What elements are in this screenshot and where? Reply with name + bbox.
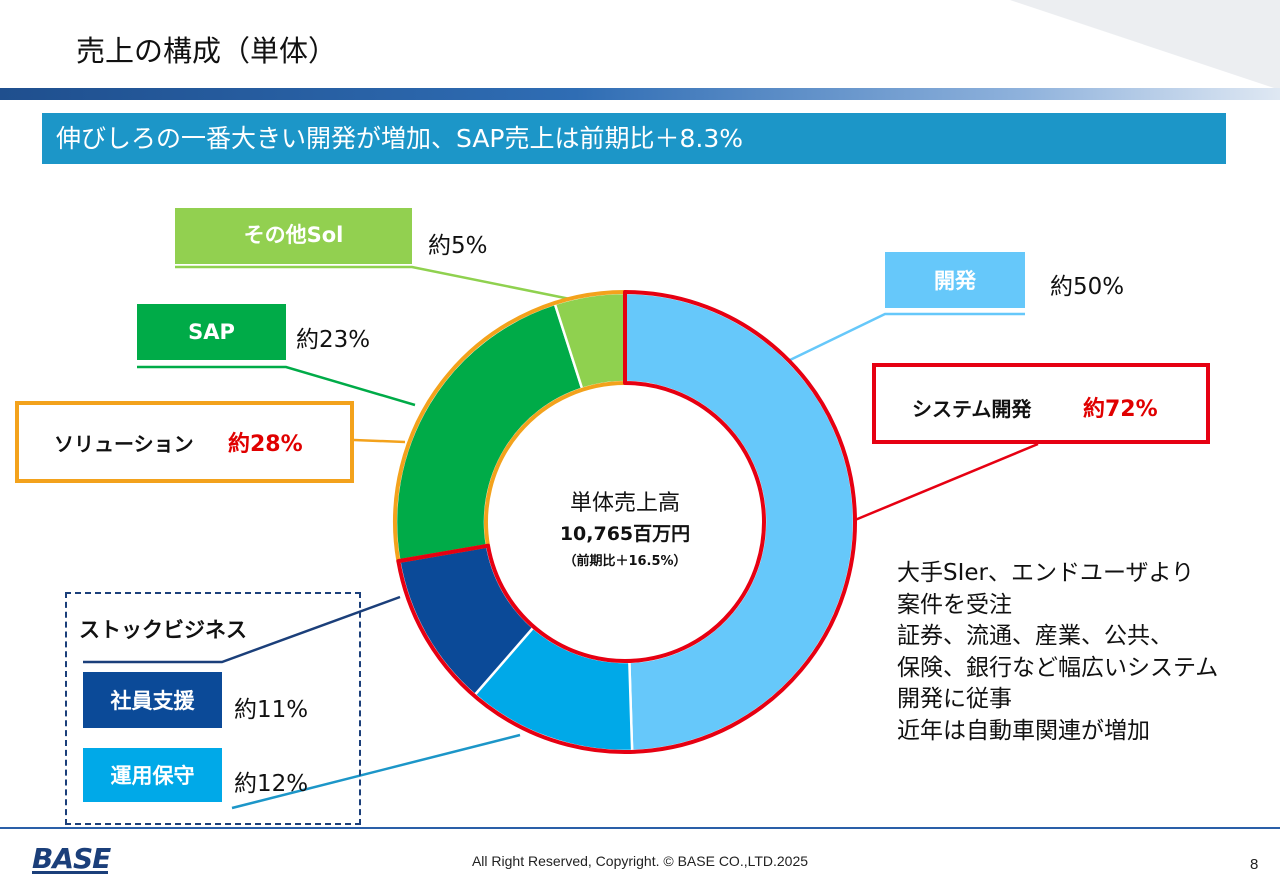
system-connector [854,442,1039,522]
system-group-outline [396,290,857,754]
unyo-hoshu-name: 運用保守 [110,764,195,788]
unyo-hoshu-connector [231,733,521,810]
kaihatsu-name: 開発 [934,269,976,293]
solution-group-outline [393,290,627,564]
center-growth: （前期比＋16.5%） [563,554,687,569]
center-label: 単体売上高 [569,491,680,516]
shain-shien-percent: 約11% [234,697,309,723]
footer-rule [0,827,1280,829]
system-group-percent: 約72% [1083,397,1158,422]
sonota-sol-connector [175,265,576,302]
description-line: 開発に従事 [897,686,1012,712]
sonota-sol-percent: 約5% [428,233,488,259]
kaihatsu-percent: 約50% [1050,274,1125,300]
donut-center: 単体売上高 10,765百万円 （前期比＋16.5%） [500,485,750,569]
copyright-text: All Right Reserved, Copyright. © BASE CO… [471,853,809,869]
description-line: 証券、流通、産業、公共、 [897,623,1173,649]
page-number: 8 [1250,856,1259,873]
sap-label: SAP [137,304,286,360]
sap-connector [137,365,416,407]
center-value: 10,765百万円 [559,523,691,545]
kaihatsu-label: 開発 [885,252,1025,308]
system-group-name: システム開発 [912,397,1032,421]
connector-lines [83,265,1039,810]
kaihatsu-connector [789,312,1025,362]
solution-connector [353,438,406,444]
sonota-sol-label: その他Sol [175,208,412,264]
headline-banner: 伸びしろの一番大きい開発が増加、SAP売上は前期比＋8.3% [42,113,1226,164]
sap-percent: 約23% [296,327,371,353]
unyo-hoshu-label: 運用保守 [83,748,222,802]
shain-shien-name: 社員支援 [110,689,195,713]
stock-connector [83,595,401,664]
group-outlines [393,290,857,754]
unyo-hoshu-percent: 約12% [234,771,309,797]
solution-group-name: ソリューション [54,432,194,456]
description-line: 大手SIer、エンドユーザより [897,560,1195,586]
system-group-box [872,363,1210,444]
shain-shien-label: 社員支援 [83,672,222,728]
sonota-sol-name: その他Sol [243,223,344,247]
stock-business-name: ストックビジネス [79,618,247,642]
solution-group-percent: 約28% [228,432,303,457]
sap-name: SAP [188,320,235,344]
header-bar [0,88,1280,100]
svg-text:BASE: BASE [32,842,111,875]
description-line: 近年は自動車関連が増加 [897,717,1150,744]
system-description: 大手SIer、エンドユーザより 案件を受注 証券、流通、産業、公共、 保険、銀行… [897,558,1218,747]
solution-group-box [15,401,354,483]
description-line: 保険、銀行など幅広いシステム [897,654,1219,681]
header-decoration [1010,0,1280,90]
base-logo: BASE [32,842,112,875]
description-line: 案件を受注 [897,591,1012,618]
stock-business-box [65,592,361,825]
page-title: 売上の構成（単体） [76,34,338,68]
